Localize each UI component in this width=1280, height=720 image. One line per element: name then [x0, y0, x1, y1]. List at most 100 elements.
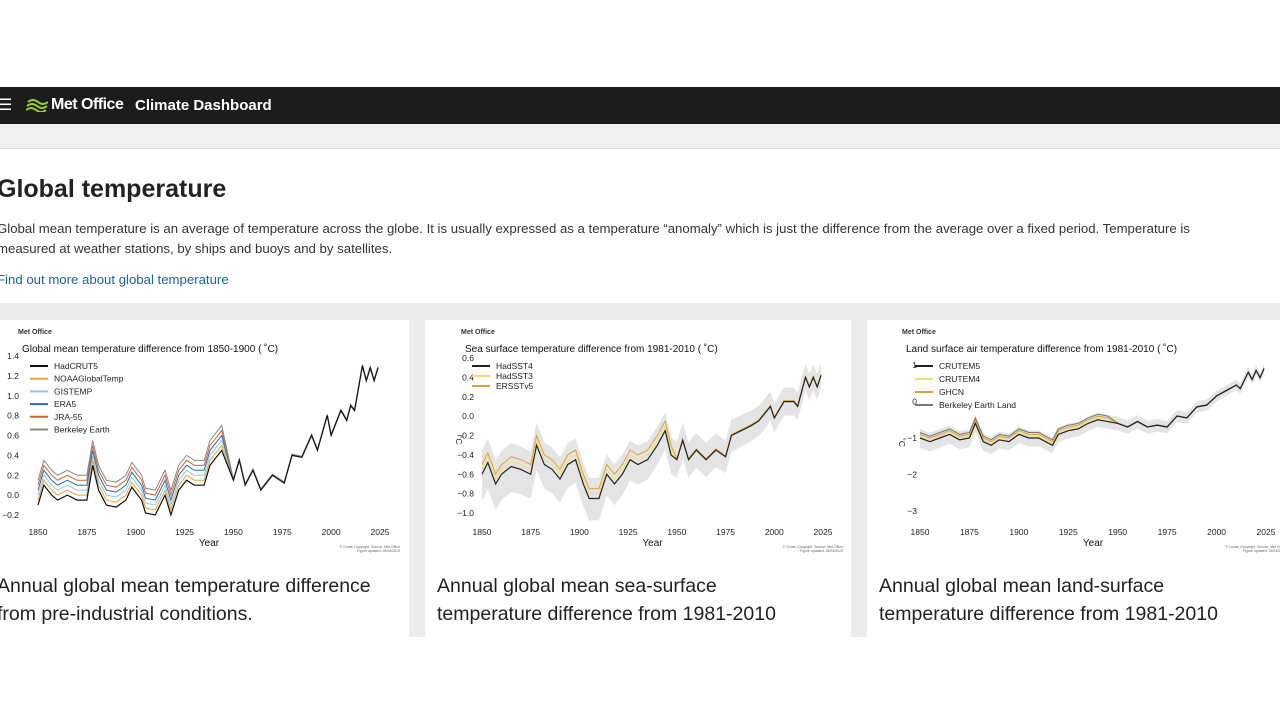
legend-label: Berkeley Earth	[54, 425, 110, 435]
y-tick-label: 0.2	[7, 470, 19, 480]
app-title[interactable]: Climate Dashboard	[135, 97, 272, 114]
legend-label: ERA5	[54, 399, 76, 409]
x-tick-label: 2000	[322, 527, 341, 537]
chart-credit: © Crown Copyright. Source: Met Office	[1226, 545, 1280, 549]
met-office-wave-icon	[26, 99, 48, 112]
chart-updated: Figure updated: 25/04/2023	[357, 549, 400, 553]
x-tick-label: 2025	[371, 527, 390, 537]
chart-updated: Figure updated: 25/04/2023	[1243, 549, 1280, 553]
chart-image: Met Office Global mean temperature differ…	[2, 329, 401, 553]
legend-label: GISTEMP	[54, 386, 93, 396]
x-tick-label: 1900	[126, 527, 145, 537]
series-line-hadsst4	[481, 375, 822, 500]
y-tick-label: −0.6	[457, 469, 474, 479]
x-tick-label: 2025	[1257, 527, 1276, 537]
x-tick-label: 2000	[765, 527, 784, 537]
uncertainty-band	[482, 362, 822, 521]
y-tick-label: −1	[907, 433, 917, 443]
x-tick-label: 1850	[473, 527, 492, 537]
y-tick-label: −1.0	[457, 508, 474, 518]
find-out-more-link[interactable]: Find out more about global temperature	[0, 272, 229, 287]
hamburger-icon[interactable]: ☰	[0, 97, 13, 114]
chart-updated: Figure updated: 25/04/2023	[800, 549, 843, 553]
chart-card-land-surface[interactable]: Met Office Land surface air temperature d…	[867, 320, 1280, 637]
x-tick-label: 1950	[667, 527, 686, 537]
chart-image: Met Office Land surface air temperature d…	[897, 329, 1280, 553]
x-tick-label: 2000	[1207, 527, 1226, 537]
x-tick-label: 1900	[570, 527, 589, 537]
chart-title: Global mean temperature difference from …	[22, 343, 278, 355]
card-caption: Annual global mean land-surface temperat…	[879, 575, 1218, 625]
y-tick-label: −0.2	[457, 431, 474, 441]
y-tick-label: −3	[907, 506, 917, 516]
legend-label: HadSST4	[496, 361, 533, 371]
y-tick-label: 0.6	[7, 431, 19, 441]
top-navbar: ☰ Met Office Climate Dashboard	[0, 87, 1280, 124]
x-tick-label: 1925	[175, 527, 194, 537]
page-title: Global temperature	[0, 175, 227, 203]
y-tick-label: −2	[907, 470, 917, 480]
legend-label: CRUTEM4	[939, 374, 980, 384]
chart-card-sea-surface[interactable]: Met Office Sea surface temperature differ…	[425, 320, 851, 637]
chart-title: Sea surface temperature difference from …	[465, 343, 718, 355]
met-office-chart-logo: Met Office	[18, 329, 52, 336]
y-tick-label: 0.8	[7, 411, 19, 421]
legend-label: JRA-55	[54, 412, 83, 422]
chart-image: Met Office Sea surface temperature differ…	[454, 329, 844, 553]
x-tick-label: 1925	[619, 527, 638, 537]
y-axis-label: ˚C	[454, 436, 464, 445]
met-office-chart-logo: Met Office	[902, 329, 936, 336]
legend-label: GHCN	[939, 387, 964, 397]
legend-label: HadCRUT5	[54, 361, 98, 371]
x-tick-label: 1950	[224, 527, 243, 537]
met-office-logo[interactable]: Met Office	[26, 96, 124, 114]
series-line-crutem5	[919, 368, 1265, 447]
y-tick-label: 0.4	[462, 372, 474, 382]
chart-title: Land surface air temperature difference …	[906, 343, 1177, 355]
legend-label: Berkeley Earth Land	[939, 400, 1016, 410]
y-tick-label: 0.4	[7, 450, 19, 460]
card-caption: Annual global mean sea-surface temperatu…	[437, 575, 776, 625]
x-tick-label: 1975	[716, 527, 735, 537]
legend-label: ERSSTv5	[496, 381, 534, 391]
x-tick-label: 1875	[960, 527, 979, 537]
x-tick-label: 1875	[77, 527, 96, 537]
y-tick-label: −0.4	[457, 450, 474, 460]
y-tick-label: 1	[912, 360, 917, 370]
x-axis-label: Year	[199, 538, 220, 549]
y-tick-label: 0.6	[462, 353, 474, 363]
y-axis-label: ˚C	[897, 438, 907, 447]
y-tick-label: 0.0	[7, 490, 19, 500]
chart-credit: © Crown Copyright. Source: Met Office	[340, 545, 401, 549]
intro-section: Global temperature Global mean temperatu…	[0, 149, 1280, 303]
subheader-band	[0, 124, 1280, 149]
x-tick-label: 1950	[1108, 527, 1127, 537]
x-tick-label: 1975	[1158, 527, 1177, 537]
chart-card-global-mean[interactable]: Met Office Global mean temperature differ…	[0, 320, 409, 637]
x-tick-label: 1850	[29, 527, 48, 537]
y-tick-label: −0.8	[457, 489, 474, 499]
x-tick-label: 1975	[273, 527, 292, 537]
x-tick-label: 1900	[1009, 527, 1028, 537]
y-tick-label: 1.2	[7, 371, 19, 381]
series-line-hadcrut5	[37, 365, 379, 518]
y-tick-label: 1.4	[7, 351, 19, 361]
y-tick-label: 0	[912, 397, 917, 407]
chart-credit: © Crown Copyright. Source: Met Office	[783, 545, 844, 549]
y-tick-label: 1.0	[7, 391, 19, 401]
card-caption: Annual global mean temperature differenc…	[0, 575, 371, 625]
x-tick-label: 1875	[521, 527, 540, 537]
y-tick-label: 0.0	[462, 411, 474, 421]
x-tick-label: 1850	[911, 527, 930, 537]
intro-description: Global mean temperature is an average of…	[0, 221, 1190, 256]
legend-label: NOAAGlobalTemp	[54, 374, 124, 384]
y-tick-label: −0.2	[2, 510, 19, 520]
x-tick-label: 2025	[814, 527, 833, 537]
met-office-chart-logo: Met Office	[461, 329, 495, 336]
x-tick-label: 1925	[1059, 527, 1078, 537]
x-axis-label: Year	[1083, 538, 1104, 549]
legend-label: CRUTEM5	[939, 361, 980, 371]
brand-name: Met Office	[51, 96, 124, 113]
y-tick-label: 0.2	[462, 392, 474, 402]
legend-label: HadSST3	[496, 371, 533, 381]
